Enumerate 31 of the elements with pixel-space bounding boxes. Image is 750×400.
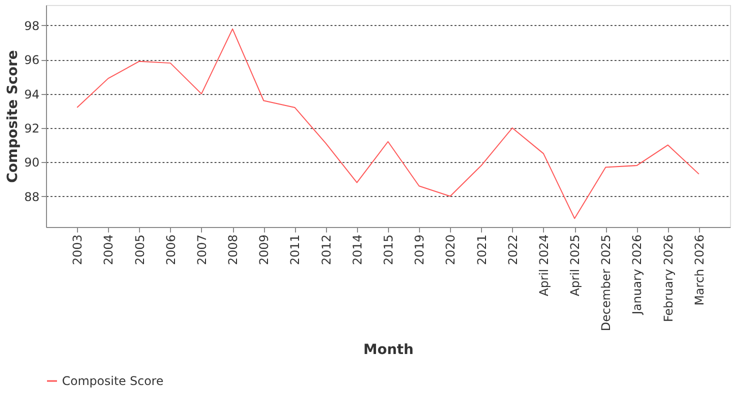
x-tick-label: February 2026 (661, 234, 676, 322)
x-tick-label: 2020 (444, 234, 458, 266)
x-tick-label: 2014 (350, 234, 364, 266)
x-axis-title: Month (363, 342, 414, 358)
x-tick-label: April 2025 (568, 234, 582, 296)
y-tick-label: 90 (24, 156, 40, 170)
y-tick-label: 88 (24, 190, 40, 204)
x-tick-label: April 2024 (536, 234, 551, 296)
x-tick-label: January 2026 (630, 234, 644, 316)
x-tick-label: 2021 (474, 234, 489, 266)
x-tick-label: 2015 (382, 234, 396, 266)
y-tick-label: 94 (24, 87, 40, 102)
line-series (76, 28, 700, 219)
x-tick-label: December 2025 (599, 234, 614, 332)
y-tick-label: 96 (24, 53, 40, 68)
x-tick-label: 2022 (506, 234, 520, 266)
legend-label: Composite Score (62, 374, 164, 388)
x-tick-label: 2009 (257, 234, 272, 266)
x-tick-label: 2011 (288, 234, 302, 266)
x-tick-label: 2012 (319, 234, 334, 266)
x-tick-label: 2008 (226, 234, 240, 266)
y-axis-title: Composite Score (5, 50, 22, 183)
y-tick-label: 92 (24, 121, 40, 136)
x-tick-label: 2003 (70, 234, 85, 266)
x-tick-label: 2007 (194, 234, 209, 266)
x-tick-label: 2006 (164, 234, 178, 266)
x-tick-label: 2005 (132, 234, 147, 266)
y-tick-label: 98 (24, 18, 40, 33)
x-tick-label: March 2026 (692, 234, 706, 306)
x-tick-label: 2019 (412, 234, 427, 266)
x-tick-label: 2004 (102, 234, 116, 266)
